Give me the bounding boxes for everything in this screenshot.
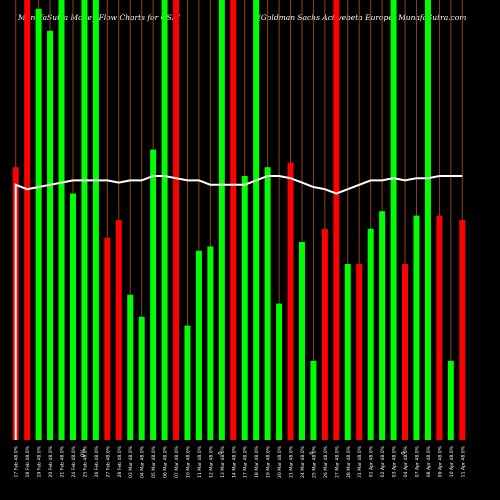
bar xyxy=(402,264,409,440)
x-tick-label: 03 Mar 48.0% xyxy=(128,445,134,478)
x-tick-label: 27 Feb 48.0% xyxy=(105,445,111,477)
money-flow-line xyxy=(14,175,463,440)
x-tick-label: 03 Apr 48.0% xyxy=(392,445,398,477)
bar xyxy=(69,193,76,440)
x-tick-label: 25 Feb 48.0% xyxy=(82,445,88,477)
x-tick-label: 20 Feb 48.0% xyxy=(48,445,54,477)
bar xyxy=(413,215,420,440)
bar xyxy=(264,167,271,440)
bar xyxy=(310,360,317,440)
x-tick-label: 04 Apr 48.0% xyxy=(403,445,409,477)
bar xyxy=(287,162,294,441)
bar xyxy=(104,237,111,440)
chart-title-right: (Goldman Sachs Activebeta Europe) Munafa… xyxy=(258,13,467,22)
x-tick-label: 08 Apr 48.0% xyxy=(426,445,432,477)
bar xyxy=(184,325,191,440)
bar xyxy=(58,0,65,440)
midline-labels: 0% 0 0 0 xyxy=(80,449,407,457)
x-tick-label: 24 Feb 48.0% xyxy=(71,445,77,477)
x-tick-label: 04 Mar 48.0% xyxy=(140,445,146,478)
x-tick-label: 24 Mar 48.0% xyxy=(300,445,306,478)
x-tick-label: 17 Mar 48.0% xyxy=(243,445,249,478)
bar xyxy=(390,0,397,440)
x-tick-label: 10 Apr 48.0% xyxy=(449,445,455,477)
bar xyxy=(367,228,374,440)
x-tick-label: 06 Mar 48.0% xyxy=(163,445,169,478)
bar xyxy=(150,149,157,440)
bar xyxy=(81,0,88,440)
midline-mark: 0 xyxy=(401,451,407,454)
x-tick-label: 07 Apr 48.0% xyxy=(414,445,420,477)
x-tick-label: 09 Apr 48.0% xyxy=(437,445,443,477)
x-tick-label: 19 Feb 48.0% xyxy=(37,445,43,477)
x-tick-label: 01 Apr 48.0% xyxy=(369,445,375,477)
bar xyxy=(138,316,145,440)
x-tick-label: 26 Mar 48.0% xyxy=(323,445,329,478)
x-tick-label: 05 Mar 48.0% xyxy=(151,445,157,478)
bar xyxy=(173,0,180,440)
x-tick-label: 11 Apr 48.0% xyxy=(460,445,466,477)
x-tick-label: 07 Mar 48.0% xyxy=(174,445,180,478)
bar xyxy=(344,264,351,440)
bar xyxy=(424,0,431,440)
x-tick-label: 18 Feb 48.0% xyxy=(25,445,31,477)
bar xyxy=(218,0,225,440)
x-tick-label: 21 Feb 48.0% xyxy=(60,445,66,477)
midline-mark: 0 xyxy=(309,451,315,454)
midline-mark: 0 xyxy=(218,451,224,454)
bar xyxy=(253,0,260,440)
x-tick-label: 26 Feb 48.0% xyxy=(94,445,100,477)
bar xyxy=(436,215,443,440)
bar xyxy=(447,360,454,440)
bar xyxy=(230,0,237,440)
x-tick-label: 19 Mar 48.0% xyxy=(266,445,272,478)
x-axis-labels: 17 Feb 48.0% 18 Feb 48.0% 19 Feb 48.0% 20 F… xyxy=(14,445,467,478)
x-tick-label: 17 Feb 48.0% xyxy=(14,445,20,477)
x-tick-label: 13 Mar 48.0% xyxy=(220,445,226,478)
bar xyxy=(356,264,363,440)
x-tick-label: 27 Mar 48.0% xyxy=(334,445,340,478)
bar xyxy=(92,0,99,440)
x-tick-label: 11 Mar 48.0% xyxy=(197,445,203,478)
bar xyxy=(115,220,122,440)
x-tick-label: 18 Mar 48.0% xyxy=(254,445,260,478)
x-tick-label: 21 Mar 48.0% xyxy=(289,445,295,478)
bar xyxy=(459,220,466,440)
x-tick-label: 20 Mar 48.0% xyxy=(277,445,283,478)
x-tick-label: 02 Apr 48.0% xyxy=(380,445,386,477)
midline-mark: 0% xyxy=(80,449,86,457)
x-tick-label: 10 Mar 48.0% xyxy=(185,445,191,478)
chart-title-left: MunafaSutra Money Flow Charts for GSEI xyxy=(18,13,181,22)
bar xyxy=(195,250,202,440)
x-tick-label: 25 Mar 48.0% xyxy=(311,445,317,478)
bar xyxy=(161,0,168,440)
bar xyxy=(379,211,386,440)
bar xyxy=(127,294,134,440)
bar xyxy=(298,242,305,440)
bar xyxy=(207,246,214,440)
bar xyxy=(47,30,54,441)
bar xyxy=(35,8,42,441)
x-tick-label: 14 Mar 48.0% xyxy=(231,445,237,478)
x-tick-label: 28 Feb 48.0% xyxy=(117,445,123,477)
x-tick-label: 28 Mar 48.0% xyxy=(346,445,352,478)
bar-series xyxy=(12,0,466,441)
bar xyxy=(321,228,328,440)
x-tick-label: 12 Mar 48.0% xyxy=(208,445,214,478)
bar xyxy=(241,176,248,440)
bar xyxy=(24,0,31,440)
bar xyxy=(333,0,340,440)
bar xyxy=(276,303,283,440)
x-tick-label: 31 Mar 48.0% xyxy=(357,445,363,478)
